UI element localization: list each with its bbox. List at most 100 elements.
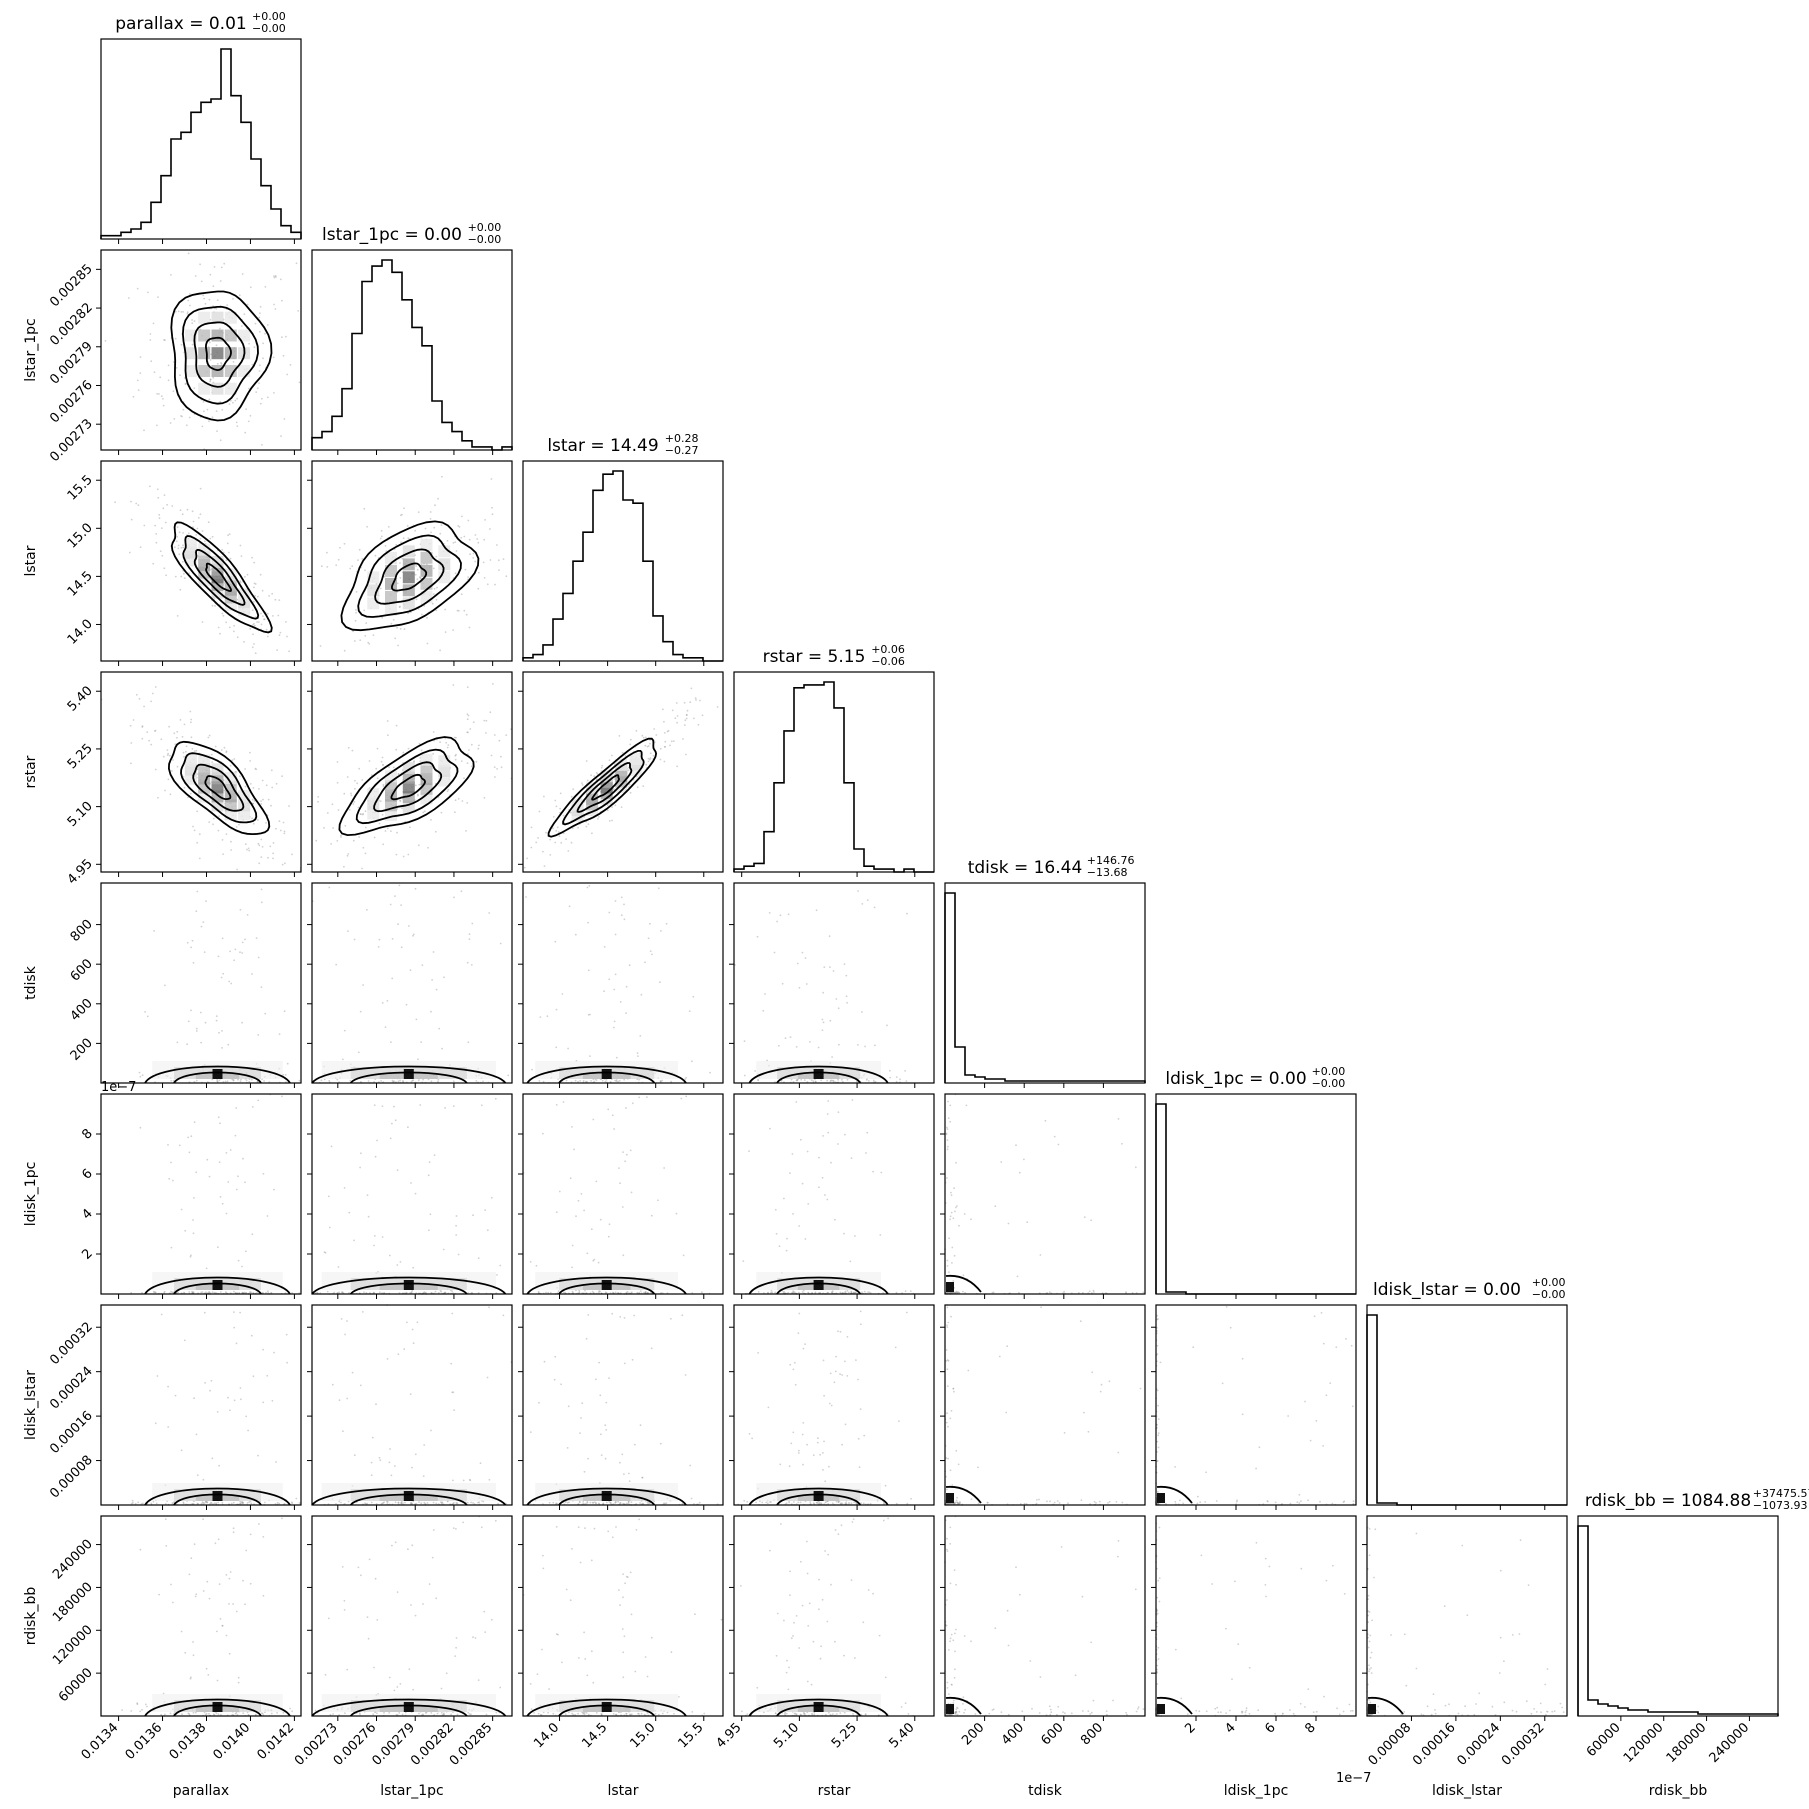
sample-point (865, 1152, 867, 1154)
sample-point (455, 550, 458, 552)
sample-point (1016, 1275, 1019, 1278)
sample-point (218, 1161, 221, 1163)
sample-point (135, 502, 138, 505)
sample-point (468, 749, 470, 751)
sample-point (697, 723, 700, 726)
sample-point (950, 1291, 953, 1294)
sample-point (211, 1291, 214, 1294)
sample-point (1157, 1434, 1160, 1437)
sample-point (801, 1291, 804, 1293)
sample-point (242, 1712, 245, 1715)
sample-point (176, 736, 178, 739)
sample-point (620, 806, 623, 808)
sample-point (194, 275, 197, 277)
sample-point (795, 1046, 798, 1048)
sample-point (257, 621, 260, 623)
sample-point (865, 1079, 868, 1081)
sample-point (827, 1503, 830, 1505)
sample-point (411, 1328, 414, 1331)
sample-point (743, 1499, 746, 1502)
sample-point (845, 974, 848, 977)
sample-point (192, 825, 194, 828)
sample-point (1125, 1291, 1127, 1294)
sample-point (664, 1502, 667, 1505)
sample-point (743, 1040, 746, 1042)
sample-point (183, 786, 186, 789)
sample-point (203, 951, 206, 953)
sample-point (530, 1708, 533, 1710)
sample-point (194, 1711, 197, 1714)
sample-point (641, 1476, 644, 1479)
sample-point (1255, 1467, 1257, 1470)
sample-point (208, 1291, 210, 1293)
sample-point (542, 1080, 545, 1083)
sample-point (276, 1711, 278, 1714)
sample-point (197, 517, 200, 519)
sample-point (452, 629, 454, 631)
density-cell (438, 558, 451, 571)
sample-point (257, 1034, 260, 1036)
sample-point (630, 1291, 633, 1294)
sample-point (239, 951, 241, 954)
sample-point (208, 420, 210, 423)
sample-point (571, 1290, 574, 1293)
sample-point (499, 1264, 502, 1267)
sample-point (755, 1501, 757, 1504)
sample-point (1115, 1501, 1118, 1503)
sample-point (831, 1079, 834, 1082)
sample-point (365, 1503, 367, 1505)
sample-point (768, 912, 771, 914)
sample-point (402, 537, 405, 540)
sample-point (685, 1076, 688, 1079)
sample-point (139, 1075, 142, 1078)
sample-point (382, 764, 384, 766)
sample-point (380, 1080, 382, 1082)
sample-point (286, 635, 288, 638)
sample-point (247, 847, 250, 850)
sample-point (663, 1502, 665, 1505)
sample-point (694, 1613, 696, 1616)
sample-point (263, 618, 266, 621)
sample-point (803, 1712, 806, 1715)
sample-point (395, 543, 398, 546)
sample-point (586, 1080, 588, 1083)
sample-point (381, 756, 384, 759)
sample-point (614, 933, 617, 936)
sample-point (327, 1617, 330, 1620)
sample-point (694, 697, 697, 700)
sample-point (216, 1411, 219, 1413)
sample-point (1092, 1289, 1095, 1292)
sample-point (795, 1101, 798, 1103)
sample-point (393, 1465, 396, 1467)
sample-point (219, 632, 221, 635)
sample-point (909, 1290, 912, 1292)
sample-point (241, 273, 244, 275)
sample-point (249, 760, 252, 762)
sample-point (373, 1235, 376, 1237)
contour-outer (144, 1065, 291, 1084)
sample-point (895, 1502, 898, 1505)
sample-point (1046, 1500, 1048, 1503)
sample-point (430, 1292, 433, 1294)
sample-point (770, 1501, 772, 1503)
density-peak (946, 1282, 954, 1292)
sample-point (414, 1192, 417, 1195)
sample-point (828, 1465, 830, 1468)
sample-point (484, 1209, 487, 1211)
density-cell (184, 347, 197, 360)
sample-point (269, 845, 272, 848)
sample-point (1018, 1291, 1020, 1294)
sample-point (162, 1692, 165, 1695)
sample-point (1005, 1411, 1008, 1414)
sample-point (350, 794, 353, 797)
sample-point (597, 1502, 600, 1505)
sample-point (604, 1291, 607, 1294)
sample-point (172, 1291, 174, 1294)
sample-point (164, 521, 167, 524)
sample-point (215, 307, 218, 310)
sample-point (191, 322, 194, 325)
sample-point (562, 832, 565, 835)
sample-point (660, 1292, 663, 1294)
sample-point (846, 1375, 849, 1377)
sample-point (426, 616, 428, 619)
